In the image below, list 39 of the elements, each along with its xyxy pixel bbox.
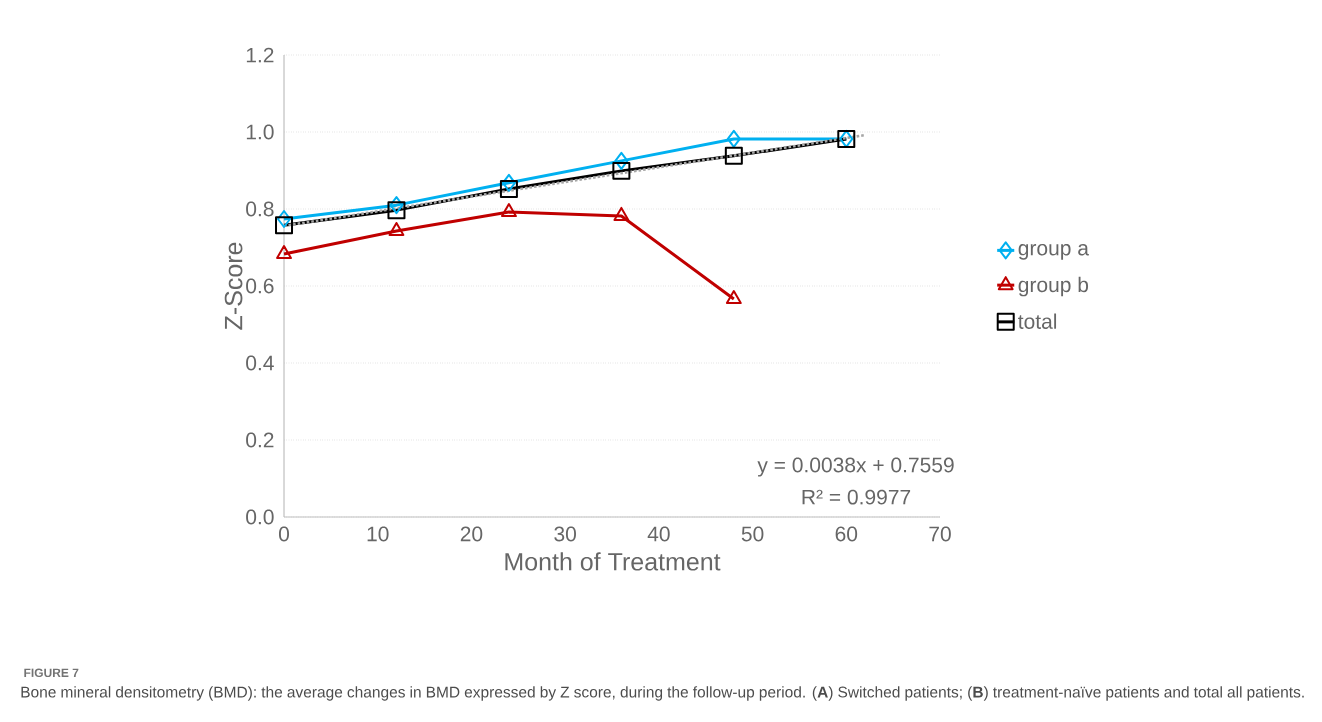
point xyxy=(387,201,406,220)
x-tick-label: 60 xyxy=(835,526,858,542)
point xyxy=(275,216,294,235)
y-tick-label: 0.0 xyxy=(246,509,274,525)
y-tick-label: 1.0 xyxy=(246,124,274,140)
x-tick-label: 0 xyxy=(278,526,290,542)
point xyxy=(725,290,742,305)
x-tick-label: 30 xyxy=(554,526,576,542)
point xyxy=(612,161,631,180)
point xyxy=(614,151,629,170)
legend-label: group b xyxy=(1018,276,1089,297)
point xyxy=(613,206,630,221)
annotation: y = 0.0038x + 0.7559 xyxy=(757,457,954,477)
legend-label: total xyxy=(1018,313,1057,329)
y-tick-label: 1.2 xyxy=(246,47,274,63)
point xyxy=(388,221,405,236)
point xyxy=(501,173,516,192)
x-tick-label: 50 xyxy=(741,526,764,542)
x-tick-label: 10 xyxy=(367,526,389,542)
point xyxy=(726,129,741,148)
y-tick-label: 0.4 xyxy=(246,355,274,371)
point xyxy=(277,210,292,228)
y-tick-label: 0.2 xyxy=(246,432,274,448)
y-tick-label: 0.6 xyxy=(246,278,274,294)
x-tick-label: 40 xyxy=(647,526,670,542)
point xyxy=(499,179,518,198)
text: Bone mineral densitometry (BMD): the average changes in BMD expressed by Z score, during the follow-up period. (A) Switched patients; (B) treatment-naïve patients and total all patients. xyxy=(21,686,1304,701)
text: FIGURE 7 xyxy=(24,668,79,678)
annotation: R² = 0.9977 xyxy=(802,489,911,505)
point xyxy=(724,146,743,165)
y-tick-label: 0.8 xyxy=(246,201,274,217)
x-tick-label: 20 xyxy=(460,526,483,542)
y-axis-title: Z-Score xyxy=(224,242,243,330)
legend-label: group a xyxy=(1018,243,1089,260)
point xyxy=(276,245,292,260)
point xyxy=(500,203,517,218)
point xyxy=(389,196,404,215)
x-tick-label: 70 xyxy=(929,526,951,542)
x-axis-title: Month of Treatment xyxy=(505,552,721,571)
